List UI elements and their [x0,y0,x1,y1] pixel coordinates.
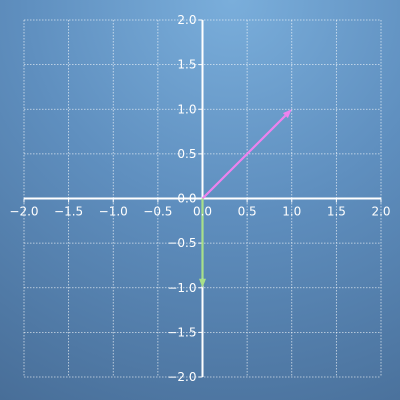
y-tick-label: −2.0 [167,370,196,384]
y-tick-label: −1.0 [167,281,196,295]
vector-1-arrowhead [282,109,292,119]
y-tick-label: 0.5 [177,147,196,161]
tick-labels: −2.0 −1.5 −1.0 −0.5 0.0 0.5 1.0 1.5 2.0 −2.0 −1.5 −… [9,13,390,384]
x-tick-label: 1.0 [282,205,301,219]
x-tick-label: 1.5 [327,205,346,219]
vectors [199,109,292,288]
y-tick-label: 1.0 [177,102,196,116]
vector-2-arrowhead [199,278,206,288]
x-tick-label: 0.5 [238,205,257,219]
vector-1-shaft [201,114,287,200]
y-tick-label: 1.5 [177,58,196,72]
x-tick-label: −1.5 [54,205,83,219]
y-tick-label: 0.0 [177,192,196,206]
x-tick-label: −1.0 [99,205,128,219]
x-tick-label: 2.0 [371,205,390,219]
y-tick-label: 2.0 [177,13,196,27]
x-tick-label: −0.5 [143,205,172,219]
x-tick-label: −2.0 [9,205,38,219]
x-tick-label: 0.0 [193,205,212,219]
y-tick-label: −0.5 [167,236,196,250]
y-tick-label: −1.5 [167,325,196,339]
